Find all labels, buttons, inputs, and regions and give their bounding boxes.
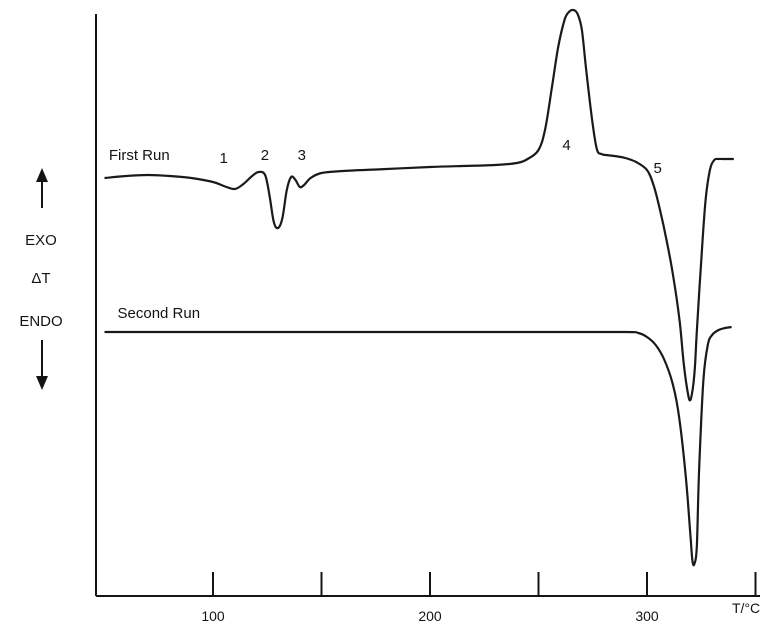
series-line-first-run <box>104 8 734 402</box>
annotation-2: 2 <box>261 147 269 164</box>
annotation-1: 1 <box>220 150 228 167</box>
y-label-exo: EXO <box>25 232 57 249</box>
series-group <box>104 8 734 567</box>
annotation-4: 4 <box>562 137 570 154</box>
annotation-5: 5 <box>654 160 662 177</box>
y-label-delta-t: ΔT <box>31 270 50 287</box>
x-unit-label: T/°C <box>732 600 760 616</box>
annotations: First Run Second Run 1 2 3 4 5 <box>109 137 662 322</box>
x-tick-label-300: 300 <box>635 608 659 624</box>
x-tick-label-100: 100 <box>201 608 225 624</box>
down-arrow-icon <box>36 376 48 390</box>
up-arrow-icon <box>36 168 48 182</box>
x-ticks: 100 200 300 <box>201 572 757 624</box>
annotation-first-run: First Run <box>109 147 170 164</box>
annotation-second-run: Second Run <box>118 305 201 322</box>
y-label-endo: ENDO <box>19 313 62 330</box>
annotation-3: 3 <box>298 147 306 164</box>
series-line-second-run <box>104 325 732 567</box>
exo-endo-indicator: EXO ΔT ENDO <box>19 168 63 390</box>
x-tick-label-200: 200 <box>418 608 442 624</box>
